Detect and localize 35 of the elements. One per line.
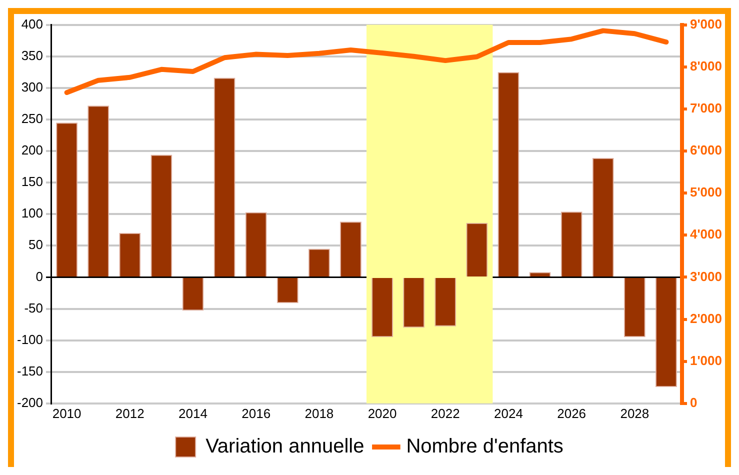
x-tick-label: 2026 bbox=[557, 406, 586, 421]
y2-tick-label: 1'000 bbox=[690, 352, 722, 368]
y2-tick-label: 6'000 bbox=[690, 142, 722, 158]
x-tick-label: 2010 bbox=[52, 406, 82, 421]
y-tick-label: 350 bbox=[21, 48, 44, 63]
x-tick-label: 2022 bbox=[430, 406, 460, 421]
y-tick-label: 50 bbox=[28, 237, 44, 252]
legend-label: Variation annuelle bbox=[206, 436, 364, 458]
y2-tick-label: 8'000 bbox=[690, 58, 722, 74]
y-tick-label: 0 bbox=[36, 268, 44, 284]
y-tick-label: 250 bbox=[21, 111, 44, 126]
y2-tick-label: 3'000 bbox=[690, 268, 722, 284]
y-tick-label: 400 bbox=[21, 16, 44, 32]
y2-tick-label: 2'000 bbox=[690, 310, 722, 326]
y-tick-label: 300 bbox=[21, 79, 44, 94]
y-tick-label: -50 bbox=[24, 300, 44, 316]
y2-tick-label: 9'000 bbox=[690, 16, 722, 32]
y2-tick-label: 5'000 bbox=[690, 184, 722, 200]
y-tick-label: 150 bbox=[21, 174, 44, 190]
y2-tick-label: 7'000 bbox=[690, 100, 722, 116]
y2-tick-label: 0 bbox=[690, 394, 698, 410]
x-tick-label: 2024 bbox=[494, 406, 523, 421]
y2-tick-label: 4'000 bbox=[690, 226, 722, 242]
x-tick-label: 2028 bbox=[620, 406, 650, 421]
y-tick-label: 200 bbox=[21, 142, 44, 158]
x-tick-label: 2020 bbox=[368, 406, 397, 421]
x-tick-label: 2014 bbox=[178, 406, 208, 421]
x-tick-label: 2016 bbox=[242, 406, 271, 421]
legend-label: Nombre d'enfants bbox=[406, 436, 564, 458]
y-tick-label: -100 bbox=[16, 332, 44, 347]
x-tick-label: 2012 bbox=[115, 406, 144, 421]
y-tick-label: 100 bbox=[21, 206, 44, 221]
y-tick-label: -200 bbox=[16, 394, 44, 410]
y-tick-label: -150 bbox=[16, 363, 44, 378]
x-tick-label: 2018 bbox=[304, 406, 334, 421]
